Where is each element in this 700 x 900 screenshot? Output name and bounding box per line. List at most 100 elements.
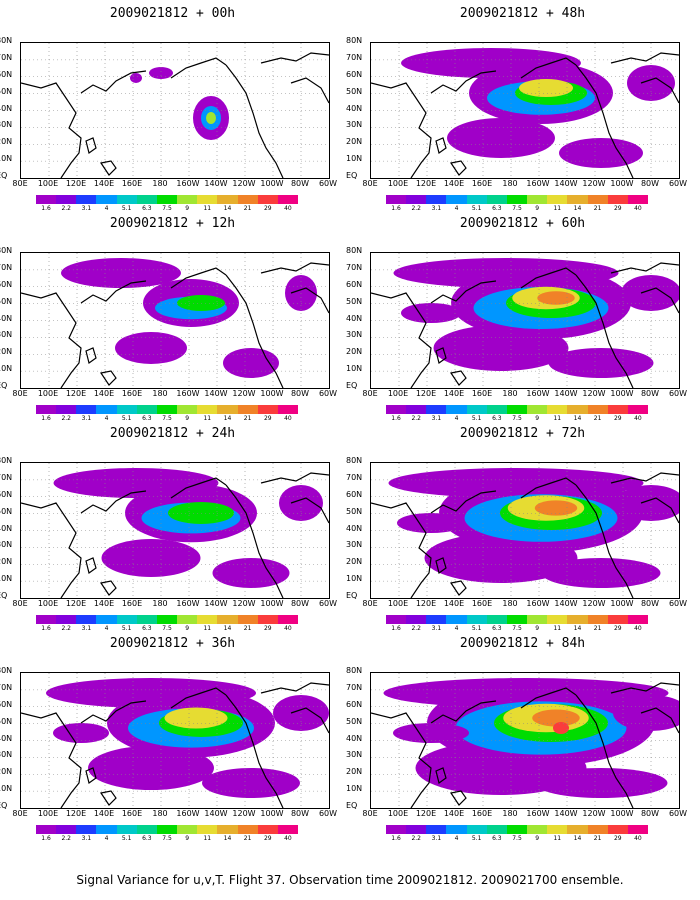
colorbar-swatch	[177, 615, 198, 624]
lon-tick-label: 60W	[668, 389, 688, 398]
coastline	[371, 502, 432, 598]
colorbar-label: 4	[104, 625, 109, 632]
coastline	[290, 497, 329, 524]
variance-contour	[537, 291, 575, 305]
lat-tick-label: 60N	[0, 489, 13, 499]
lat-tick-label: 10N	[0, 364, 13, 374]
colorbar	[386, 825, 649, 834]
latitude-labels: 80N 70N 60N 50N 40N 30N 20N 10N EQ	[0, 36, 20, 181]
colorbar-label: 3.1	[431, 835, 442, 842]
colorbar-label: 40	[634, 835, 642, 842]
colorbar-swatch	[627, 195, 649, 204]
lon-tick-label: 140W	[554, 389, 578, 398]
colorbar-label: 29	[613, 205, 622, 212]
lon-tick-label: 80W	[290, 599, 310, 608]
colorbar-swatch	[607, 825, 628, 834]
colorbar-swatch	[486, 615, 507, 624]
colorbar-swatch	[177, 195, 198, 204]
colorbar-label: 2.2	[61, 205, 71, 212]
latitude-labels: 80N 70N 60N 50N 40N 30N 20N 10N EQ	[0, 246, 20, 391]
colorbar-label: 21	[243, 205, 252, 212]
coastline	[430, 490, 497, 514]
colorbar-label: 21	[243, 415, 252, 422]
lat-tick-label: 80N	[346, 666, 363, 675]
lat-tick-label: 60N	[0, 279, 13, 289]
lon-tick-label: 60W	[318, 809, 338, 818]
variance-contour	[115, 332, 187, 364]
lat-tick-label: 80N	[0, 246, 13, 255]
colorbar-swatch	[56, 825, 77, 834]
colorbar-labels: 1.6 2.2 3.1 4 5.1 6.3 7.5 9 11 14 21 29 40	[36, 625, 298, 633]
colorbar-swatch	[527, 195, 548, 204]
lon-tick-label: 120E	[415, 179, 437, 188]
colorbar-swatch	[177, 825, 198, 834]
panel-title: 2009021812 + 36h	[109, 636, 236, 651]
colorbar-label: 40	[284, 415, 292, 422]
longitude-labels: 80E 100E 120E 140E 160E 180 160W 140W 120W 100W 80…	[10, 599, 340, 611]
lon-tick-label: 100E	[387, 809, 409, 818]
lat-tick-label: 10N	[346, 784, 363, 794]
panel-title: 2009021812 + 24h	[109, 426, 236, 441]
lat-tick-label: 60N	[346, 699, 363, 709]
colorbar-label: 1.6	[391, 415, 401, 422]
coastline	[85, 557, 97, 575]
colorbar-swatch	[426, 825, 447, 834]
lon-tick-label: 160E	[471, 389, 493, 398]
map-panel: 2009021812 + 24h 80N 70N 60N 50N 40N 30N 20N 10N…	[0, 420, 345, 635]
coastline	[610, 52, 679, 64]
colorbar-label: 6.3	[492, 835, 502, 842]
colorbar-label: 9	[185, 415, 190, 422]
lon-tick-label: 140W	[204, 599, 228, 608]
variance-contour	[534, 500, 578, 516]
coastline	[430, 70, 497, 94]
lat-tick-label: 60N	[346, 69, 363, 79]
lat-tick-label: 70N	[346, 52, 363, 62]
lon-tick-label: 60W	[668, 179, 688, 188]
longitude-labels: 80E 100E 120E 140E 160E 180 160W 140W 120W 100W 80…	[360, 179, 690, 191]
lon-tick-label: 160W	[176, 809, 200, 818]
lon-tick-label: 140W	[554, 599, 578, 608]
colorbar-label: 6.3	[492, 205, 502, 212]
colorbar-swatch	[506, 825, 528, 834]
colorbar-swatch	[76, 825, 97, 834]
variance-contour	[53, 723, 109, 743]
colorbar-label: 21	[593, 625, 602, 632]
colorbar-swatch	[426, 195, 447, 204]
map-plot-area	[20, 672, 330, 809]
coastline	[225, 484, 284, 598]
colorbar-label: 4	[104, 415, 109, 422]
variance-contour	[532, 709, 580, 727]
colorbar-swatch	[36, 195, 57, 204]
colorbar-label: 14	[573, 835, 582, 842]
coastline	[290, 287, 329, 314]
colorbar-label: 1.6	[391, 835, 401, 842]
colorbar-label: 11	[203, 205, 212, 212]
colorbar-swatch	[506, 405, 528, 414]
coastline	[80, 70, 147, 94]
latitude-labels: 80N 70N 60N 50N 40N 30N 20N 10N EQ	[346, 246, 370, 391]
map-grid	[371, 43, 679, 178]
colorbar-swatch	[587, 615, 608, 624]
lat-tick-label: 80N	[0, 456, 13, 465]
colorbar-swatch	[197, 405, 218, 414]
lon-tick-label: 140E	[443, 179, 465, 188]
lon-tick-label: 100E	[37, 599, 59, 608]
colorbar-label: 21	[243, 625, 252, 632]
colorbar-swatch	[136, 195, 157, 204]
colorbar-label: 11	[553, 625, 562, 632]
coastline	[610, 262, 679, 274]
lon-tick-label: 120W	[582, 809, 606, 818]
colorbar-label: 1.6	[41, 835, 51, 842]
lat-tick-label: 80N	[0, 666, 13, 675]
panel-title: 2009021812 + 12h	[109, 216, 236, 231]
lat-tick-label: 50N	[346, 86, 363, 96]
latitude-labels: 80N 70N 60N 50N 40N 30N 20N 10N EQ	[0, 666, 20, 811]
colorbar-swatch	[257, 825, 278, 834]
colorbar-swatch	[627, 825, 649, 834]
colorbar-label: 3.1	[431, 205, 442, 212]
variance-contour	[541, 558, 661, 588]
latitude-labels: 80N 70N 60N 50N 40N 30N 20N 10N EQ	[0, 456, 20, 601]
colorbar-label: 7.5	[162, 415, 172, 422]
coastline	[225, 64, 284, 178]
lon-tick-label: 180	[502, 179, 518, 188]
